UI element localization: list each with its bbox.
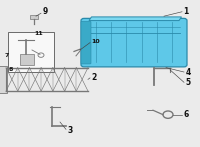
Text: 8: 8 — [9, 67, 13, 72]
Bar — [0, 66, 7, 93]
Text: 7: 7 — [5, 53, 9, 58]
Text: 1: 1 — [183, 7, 189, 16]
Bar — [8, 32, 54, 72]
Text: 9: 9 — [42, 7, 48, 16]
Text: 3: 3 — [67, 126, 73, 135]
Text: 4: 4 — [185, 67, 191, 77]
Text: 10: 10 — [92, 39, 100, 44]
Bar — [20, 54, 34, 65]
Text: 11: 11 — [35, 31, 43, 36]
Polygon shape — [89, 17, 182, 21]
FancyBboxPatch shape — [81, 18, 187, 67]
Text: 2: 2 — [91, 73, 97, 82]
Text: 5: 5 — [185, 78, 191, 87]
Text: 6: 6 — [183, 110, 189, 119]
Bar — [30, 15, 38, 19]
FancyBboxPatch shape — [81, 21, 91, 64]
